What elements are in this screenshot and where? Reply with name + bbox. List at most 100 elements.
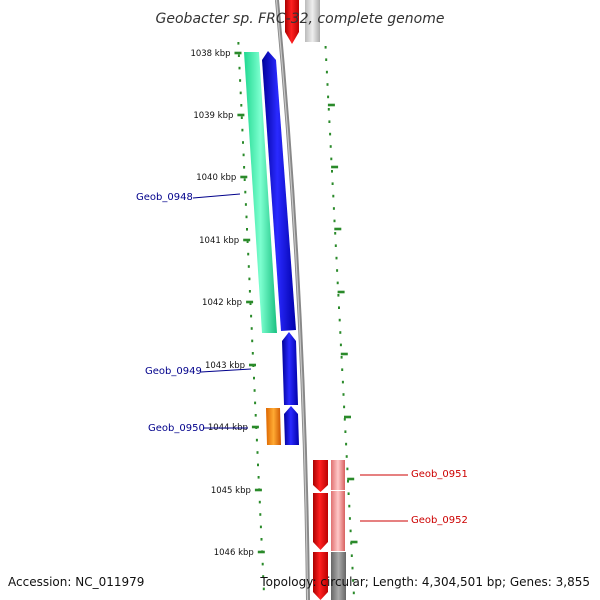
ring-dot [345,455,348,458]
gene-label-geob-0950[interactable]: Geob_0950 [148,423,205,434]
ring-tick [350,540,358,544]
gene-label-geob-0951[interactable]: Geob_0951 [411,469,468,480]
ring-dot [339,331,342,334]
ring-dot [331,170,333,173]
ring-dot [254,414,257,417]
ring-dot [338,306,340,309]
ring-dot [253,376,255,380]
ring-dot [341,368,344,371]
ring-dot [332,207,335,210]
ring-dot [259,525,262,529]
ring-dot [349,529,352,533]
ring-dot [329,132,332,136]
tick-labels: 1038 kbp 1039 kbp 1040 kbp 1041 kbp 1042 kbp… [190,49,253,558]
tick-label: 1038 kbp [190,49,230,59]
tick-marks [234,51,265,554]
ring-dot [239,91,242,95]
ring-dot [248,277,251,281]
ring-dot [250,327,253,330]
tick-mark [246,300,254,304]
ring-dot [240,116,243,119]
ring-dot [327,108,330,111]
ring-dots-right [324,46,355,595]
gene-pink-feature-2 [331,491,345,551]
ring-dot [238,66,241,70]
tick-mark [234,51,242,55]
ring-tick [344,415,351,419]
gene-gray-feature [331,552,346,600]
gene-geob-0951[interactable] [313,460,328,492]
ring-dot [341,380,344,384]
tick-mark [257,550,265,554]
ring-dot [247,265,250,268]
accession-text: Accession: NC_011979 [8,575,144,589]
ring-dot [261,562,264,566]
gene-orange-feature [266,408,281,445]
ring-tick-marks-right [327,103,358,544]
ring-dot [339,343,342,347]
tick-label: 1039 kbp [193,111,233,121]
ring-dot [343,418,346,421]
ring-dot [262,587,265,591]
ring-dot [242,141,244,144]
tick-label: 1042 kbp [202,298,242,308]
gene-red-lower [313,552,328,600]
ring-dot [262,575,265,578]
ring-tick [337,290,345,294]
ring-dot [243,178,246,181]
ring-dot [340,356,343,359]
ring-dot [241,128,244,132]
ring-dot [342,393,345,396]
tick-mark [237,113,245,117]
tick-mark [243,238,251,242]
gene-geob-0952[interactable] [313,493,328,550]
ring-dot [328,120,331,123]
tick-label: 1041 kbp [199,236,239,246]
ring-dot [336,281,339,285]
ring-dot [346,467,349,471]
ring-dot [352,591,355,595]
tick-mark [240,175,248,179]
tick-label: 1043 kbp [205,361,245,371]
tick-mark [251,425,259,429]
ring-dot [237,42,240,45]
gene-label-geob-0949[interactable]: Geob_0949 [145,366,202,377]
ring-dot [248,290,251,293]
ring-dot [240,104,243,107]
tick-label: 1040 kbp [196,173,236,183]
gene-teal-feature [244,52,277,333]
gene-label-geob-0952[interactable]: Geob_0952 [411,515,468,526]
ring-dot [239,79,242,82]
ring-dot [325,58,328,61]
ring-dot [249,302,252,305]
ring-dot [347,480,349,483]
ring-dot [250,314,253,318]
ring-tick [347,477,355,481]
gene-geob-0948[interactable] [262,51,296,331]
ring-tick [331,165,339,169]
tick-label: 1045 kbp [211,486,251,496]
ring-dot [326,83,329,86]
gene-geob-0950[interactable] [284,406,299,445]
ring-dot [253,389,256,392]
ring-dot [334,232,337,235]
ring-dot [324,46,327,49]
ring-dot [333,219,336,223]
leader-line-0948 [192,193,241,199]
ring-dot [257,463,259,467]
ring-dot [343,405,346,409]
ring-dot [337,294,340,297]
ring-dot [334,244,337,247]
ring-dot [336,269,339,272]
gene-geob-0949[interactable] [282,332,298,405]
ring-dot [251,339,254,343]
ring-dot [345,442,348,446]
ring-dot [237,54,240,57]
gene-label-geob-0948[interactable]: Geob_0948 [136,192,193,203]
leader-line-0949 [200,368,252,373]
ring-tick [327,103,335,107]
ring-tick [340,352,348,356]
ring-dot [348,504,351,508]
ring-dot [332,194,335,198]
